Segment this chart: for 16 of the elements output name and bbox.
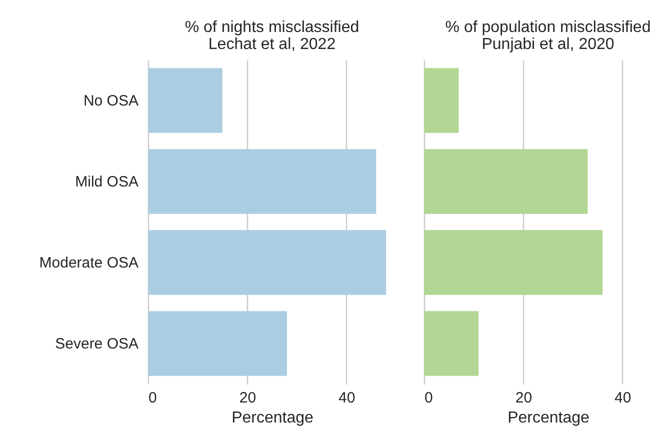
x-tick-label: 40 [338,390,356,406]
x-tick-label: 20 [239,390,256,406]
y-tick-label: Mild OSA [75,174,138,190]
chart-title: % of population misclassified [445,19,651,36]
x-axis-title: Percentage [232,410,314,426]
x-tick-label: 40 [614,390,632,406]
y-tick-label: Moderate OSA [39,254,138,272]
y-tick-label: Severe OSA [55,336,138,352]
y-tick-label: No OSA [83,92,138,110]
chart-subtitle: Punjabi et al, 2020 [482,36,614,53]
x-tick-label: 20 [515,390,532,406]
x-tick-label: 0 [148,390,157,406]
x-tick-label: 0 [424,390,433,406]
x-axis-title: Percentage [508,410,590,426]
chart-title: % of nights misclassified [184,19,360,36]
chart-subtitle: Lechat et al, 2022 [208,36,336,53]
